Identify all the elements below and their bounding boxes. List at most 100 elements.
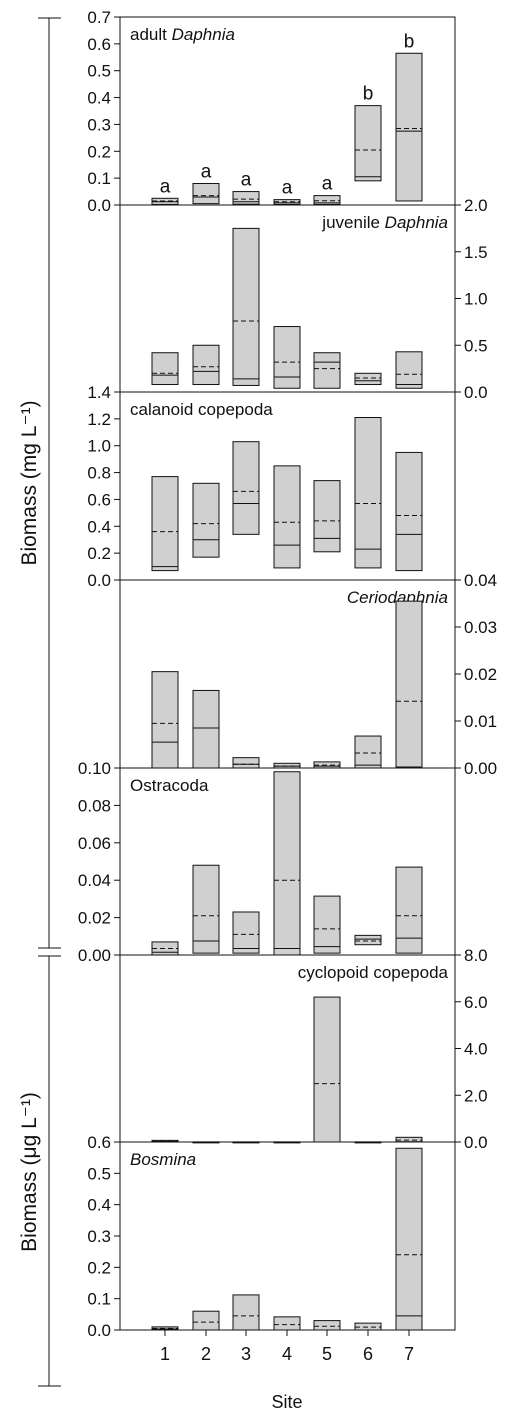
y-tick-label: 1.0 [87,437,111,456]
y-tick-label: 0.04 [78,871,111,890]
y-tick-label: 4.0 [464,1040,488,1059]
y-tick-label: 1.4 [87,383,111,402]
panel-5: 0.0 2.0 4.0 6.0 8.0 cyclopoid copepoda [119,946,488,1152]
y-tick-label: 0.6 [87,35,111,54]
y-tick-label: 0.4 [87,517,111,536]
panel-title-part: Daphnia [172,25,235,44]
range-bar [395,1147,423,1331]
y-tick-label: 0.01 [464,712,497,731]
y-tick-label: 2.0 [464,196,488,215]
panel-title: cyclopoid copepoda [298,963,449,982]
panel-3: 0.00 0.01 0.02 0.03 0.04 Ceriodaphnia [119,571,497,778]
panel-title: Bosmina [130,1150,196,1169]
range-bar [151,352,179,386]
panel-title-part: cyclopoid copepoda [298,963,449,982]
y-tick-label: 0.02 [78,909,111,928]
y-tick-label: 2.0 [464,1086,488,1105]
range-bar [192,344,220,386]
y-tick-label: 0.03 [464,618,497,637]
y-tick-label: 0.5 [464,336,488,355]
range-bar [354,372,382,386]
range-bar [232,911,260,954]
range-bar [192,482,220,558]
y-tick-label: 0.2 [87,544,111,563]
y-tick-label: 0.2 [87,1258,111,1277]
y-tick-label: 0.2 [87,142,111,161]
range-bar [395,866,423,954]
range-bar [395,52,423,202]
panel-title-part: juvenile [321,213,384,232]
y-tick-label: 1.0 [464,290,488,309]
panel-title-part: Daphnia [385,213,448,232]
y-axis-label-ug: Biomass (μg L⁻¹) [18,1092,41,1252]
range-bar [354,417,382,569]
range-bar [354,105,382,182]
y-tick-label: 6.0 [464,993,488,1012]
range-bar [192,689,220,769]
y-tick-label: 0.6 [87,1133,111,1152]
range-bar [232,757,260,769]
range-bar [192,864,220,954]
range-bar [151,671,179,769]
y-tick-label: 0.6 [87,490,111,509]
y-tick-label: 0.4 [87,89,111,108]
y-tick-label: 0.00 [464,759,497,778]
y-axis-label-mg: Biomass (mg L⁻¹) [18,400,41,565]
panel-title-part: Ostracoda [130,776,209,795]
x-tick-label: 7 [404,1344,414,1364]
range-bar [395,600,423,769]
x-tick-label: 1 [160,1344,170,1364]
x-tick-label: 2 [201,1344,211,1364]
range-bar [395,351,423,389]
y-tick-label: 0.3 [87,1227,111,1246]
panel-title: calanoid copepoda [130,400,273,419]
range-bar [273,1316,301,1331]
significance-letter: a [201,162,212,183]
y-tick-label: 0.1 [87,169,111,188]
panel-2: 0.0 0.2 0.4 0.6 0.8 1.0 1.2 1.4 calanoid copepod… [87,383,456,590]
range-bar [273,771,301,956]
panel-4: 0.00 0.02 0.04 0.06 0.08 0.10 Ostracoda [78,759,456,965]
y-tick-label: 0.04 [464,571,497,590]
panel-frame [119,954,456,1143]
y-tick-label: 0.0 [464,1133,488,1152]
panel-6: 0.0 0.1 0.2 0.3 0.4 0.5 0.6 Bosmina [87,1133,456,1340]
y-tick-label: 0.02 [464,665,497,684]
significance-letter: b [404,31,415,52]
range-bar [354,1322,382,1331]
y-tick-label: 0.0 [87,196,111,215]
range-bar [313,195,341,205]
range-bar [313,480,341,553]
panel-0: 0.0 0.1 0.2 0.3 0.4 0.5 0.6 0.7 adult Daphnia a a a… [87,8,456,215]
panel-1: 0.0 0.5 1.0 1.5 2.0 juvenile Daphnia [119,196,488,402]
x-axis: Site 1 2 3 4 5 6 7 [160,1330,414,1412]
y-tick-label: 0.4 [87,1196,111,1215]
range-bar [273,326,301,389]
significance-letter: a [282,178,293,199]
significance-letter: a [160,176,171,197]
y-tick-label: 1.5 [464,243,488,262]
range-bar [232,227,260,386]
x-tick-label: 6 [363,1344,373,1364]
y-tick-label: 0.5 [87,1164,111,1183]
y-tick-label: 0.7 [87,8,111,27]
panel-title-part: calanoid copepoda [130,400,273,419]
panel-title: adult Daphnia [130,25,235,44]
range-bar [273,465,301,569]
x-tick-label: 5 [322,1344,332,1364]
panel-title-part: Bosmina [130,1150,196,1169]
range-bar [192,1310,220,1331]
unit-brackets: Biomass (mg L⁻¹) Biomass (μg L⁻¹) [18,17,61,1387]
range-bar [192,183,220,205]
significance-letter: a [241,170,252,191]
panel-title: juvenile Daphnia [321,213,448,232]
y-tick-label: 0.00 [78,946,111,965]
y-tick-label: 0.3 [87,115,111,134]
panel-title-part: adult [130,25,172,44]
y-tick-label: 8.0 [464,946,488,965]
range-bar [313,1320,341,1331]
y-tick-label: 0.0 [464,383,488,402]
y-tick-label: 1.2 [87,410,111,429]
x-tick-label: 4 [282,1344,292,1364]
